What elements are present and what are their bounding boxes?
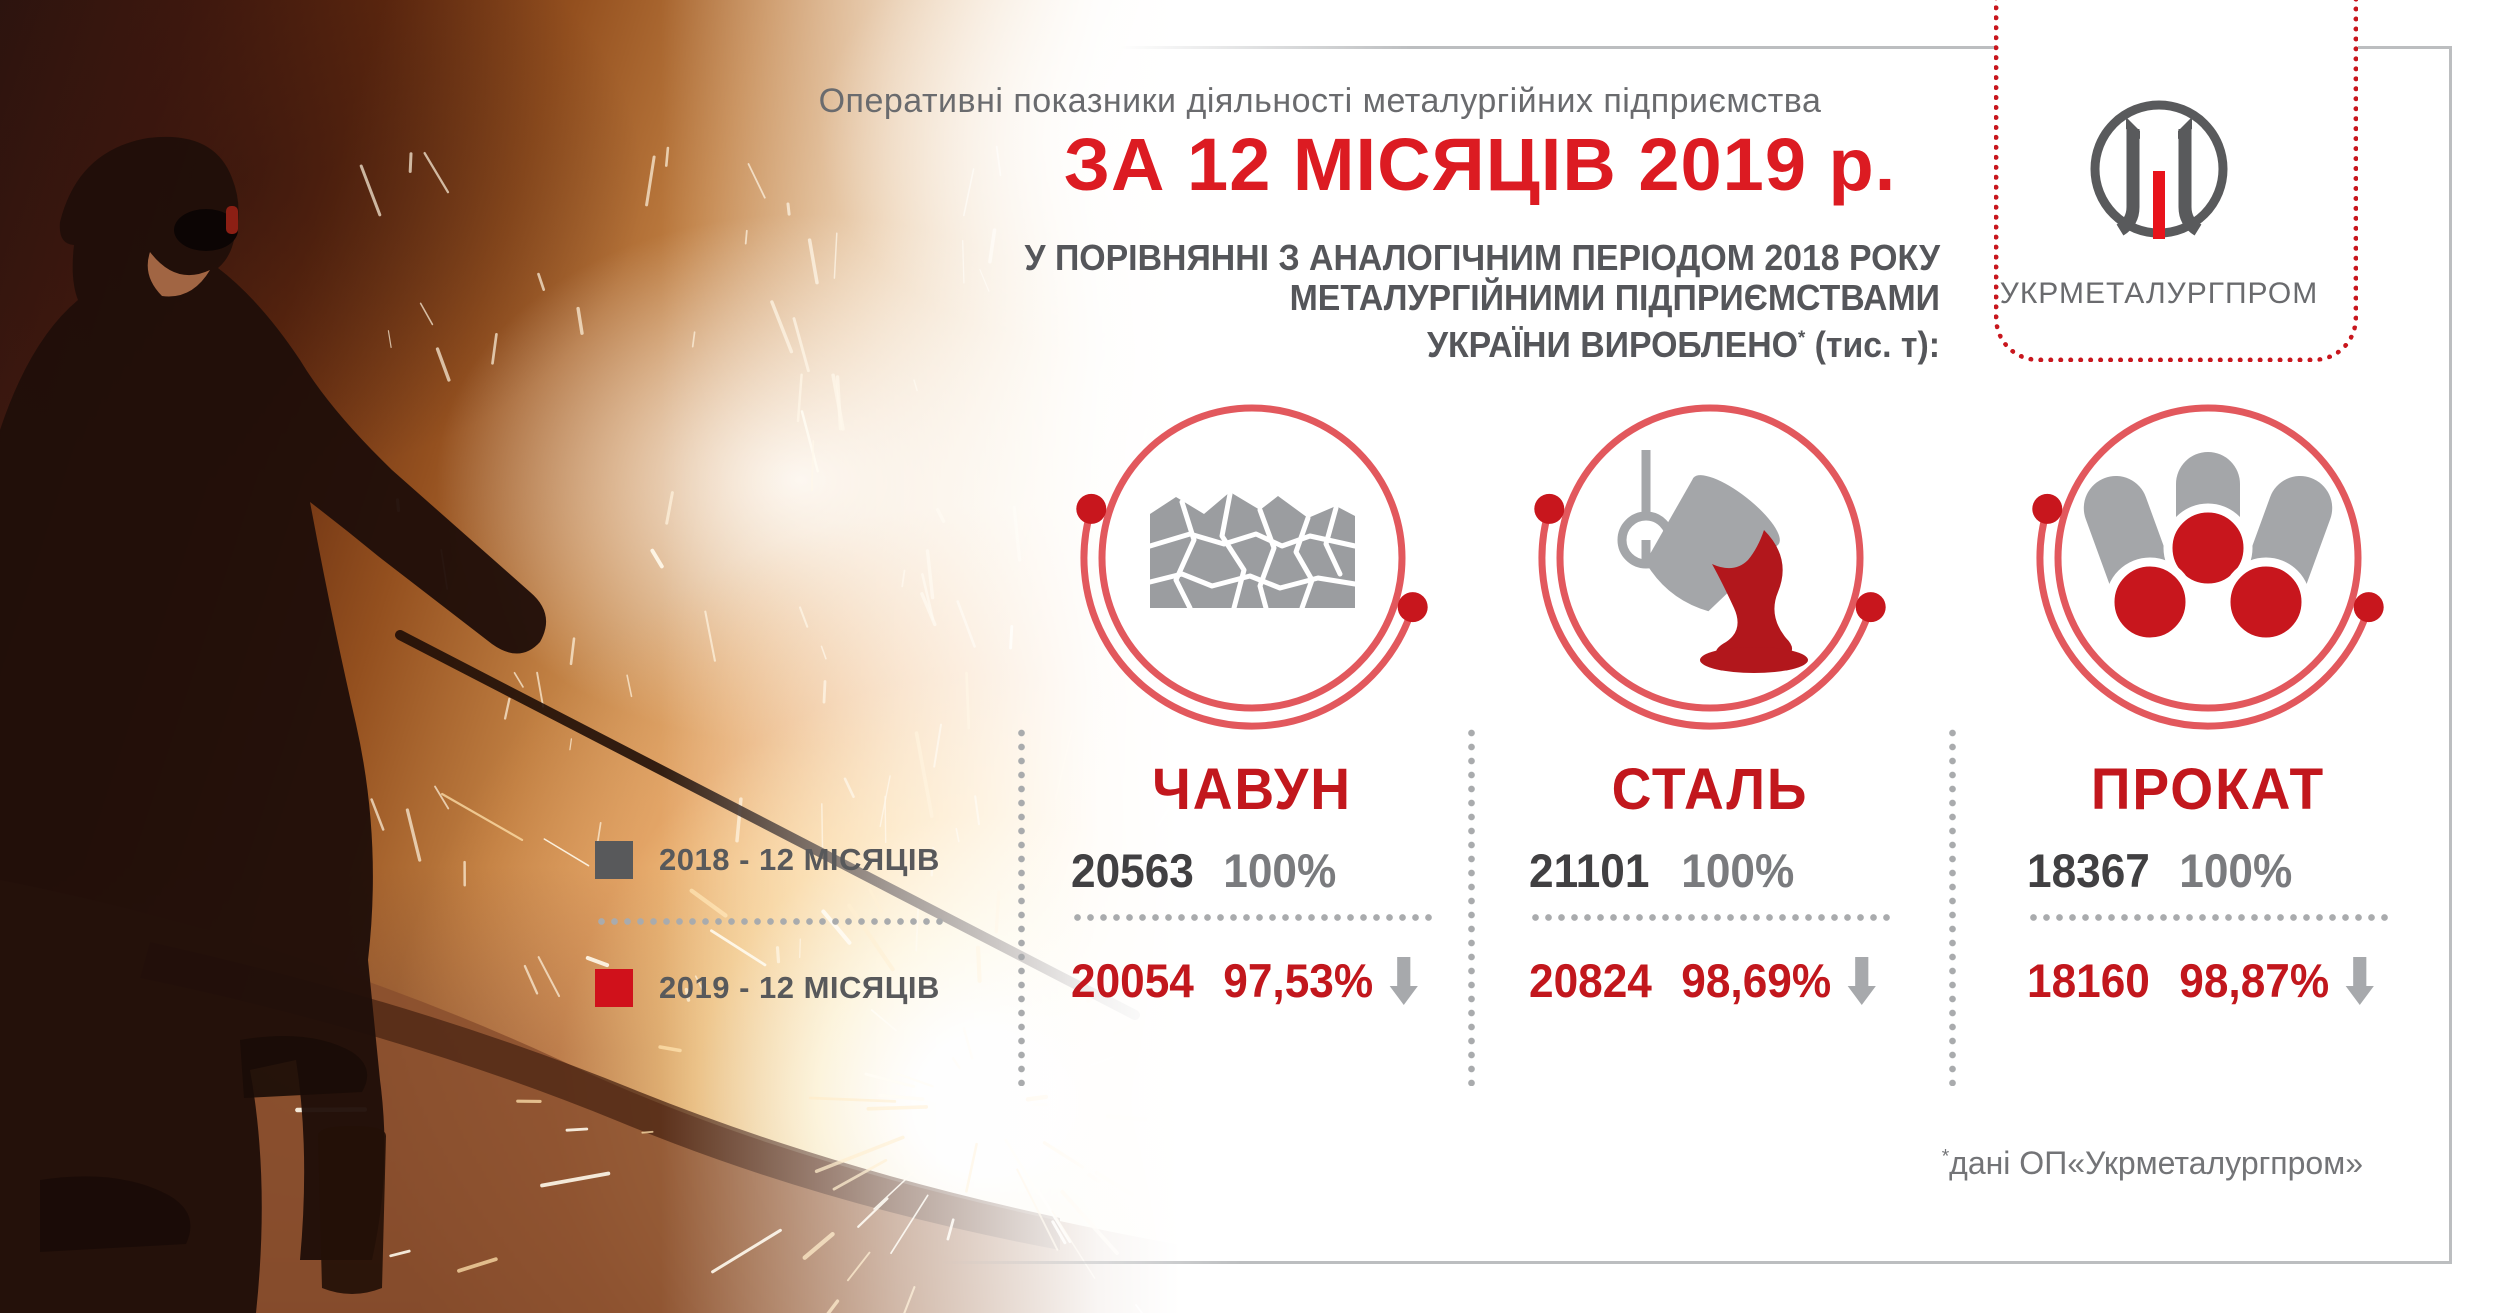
trend-down-arrow-icon xyxy=(2344,956,2376,1005)
legend-swatch-2018 xyxy=(595,841,633,879)
metric-2018-percent: 100% xyxy=(2179,844,2293,897)
units-label: (тис. т): xyxy=(1805,324,1940,365)
metric-title: ЧАВУН xyxy=(1152,757,1352,822)
comparison-text: У ПОРІВНЯННІ З АНАЛОГІЧНИМ ПЕРІОДОМ 2018… xyxy=(1000,238,1940,365)
source-footnote: *дані ОП«Укрметалургпром» xyxy=(1942,1145,2363,1182)
metric-title: ПРОКАТ xyxy=(2090,757,2326,822)
column-separator xyxy=(1018,726,1025,1086)
metric-2019-percent: 97,53% xyxy=(1223,954,1374,1007)
metric-2019-value: 20824 xyxy=(1529,954,1652,1007)
metric-2019-percent: 98,69% xyxy=(1681,954,1832,1007)
page-title: ЗА 12 МІСЯЦІВ 2019 р. xyxy=(1063,123,1897,206)
legend-separator xyxy=(595,918,947,925)
metric-2018-row: 21101 100% xyxy=(1529,843,1869,898)
rolled-pipes-icon xyxy=(2032,404,2384,730)
metric-2019-row: 20824 98,69% xyxy=(1529,953,1877,1008)
legend-item-2019: 2019 - 12 МІСЯЦІВ xyxy=(595,969,940,1007)
metric-2019-row: 20054 97,53% xyxy=(1071,953,1419,1008)
footnote-asterisk: * xyxy=(1941,1146,1950,1168)
photo-white-fade xyxy=(0,0,1180,1313)
metric-separator xyxy=(2027,914,2389,921)
footnote-text: дані ОП«Укрметалургпром» xyxy=(1949,1145,2363,1181)
legend-label-2019: 2019 - 12 МІСЯЦІВ xyxy=(659,970,940,1005)
frame-line-right xyxy=(2449,46,2452,1264)
metric-2018-percent: 100% xyxy=(1681,844,1795,897)
metric-2019-value: 18160 xyxy=(2027,954,2150,1007)
steelworker-photo xyxy=(0,0,1180,1313)
ukrmetalurgprom-logo-card: УКРМЕТАЛУРГПРОМ xyxy=(1994,0,2358,362)
legend-item-2018: 2018 - 12 МІСЯЦІВ xyxy=(595,841,940,879)
comparison-line-3: УКРАЇНИ ВИРОБЛЕНО* (тис. т): xyxy=(1426,324,1940,365)
frame-line-bottom xyxy=(940,1261,2452,1264)
trend-down-arrow-icon xyxy=(1846,956,1878,1005)
legend-swatch-2019 xyxy=(595,969,633,1007)
metric-2018-value: 21101 xyxy=(1529,844,1650,897)
comparison-line-1: У ПОРІВНЯННІ З АНАЛОГІЧНИМ ПЕРІОДОМ 2018… xyxy=(1024,237,1940,278)
logo-wordmark: УКРМЕТАЛУРГПРОМ xyxy=(1999,277,2319,310)
metric-2018-value: 18367 xyxy=(2027,844,2150,897)
metric-2018-percent: 100% xyxy=(1223,844,1337,897)
metric-title: СТАЛЬ xyxy=(1611,757,1809,822)
metric-separator xyxy=(1529,914,1891,921)
metric-separator xyxy=(1071,914,1433,921)
metric-2019-row: 18160 98,87% xyxy=(2027,953,2375,1008)
frame-line-top xyxy=(1120,46,2452,49)
column-separator xyxy=(1468,726,1475,1086)
metric-2018-value: 20563 xyxy=(1071,844,1194,897)
metric-2019-percent: 98,87% xyxy=(2179,954,2330,1007)
page-subtitle: Оперативні показники діяльності металург… xyxy=(818,82,1822,120)
metric-2019-value: 20054 xyxy=(1071,954,1194,1007)
comparison-line-2: МЕТАЛУРГІЙНИМИ ПІДПРИЄМСТВАМИ xyxy=(1289,277,1940,318)
ukrmetalurgprom-logo-icon xyxy=(2090,100,2228,239)
column-separator xyxy=(1949,726,1956,1086)
metric-2018-row: 20563 100% xyxy=(1071,843,1411,898)
metric-2018-row: 18367 100% xyxy=(2027,843,2367,898)
pig-iron-icon xyxy=(1076,404,1428,730)
footnote-asterisk: * xyxy=(1797,327,1806,349)
legend-label-2018: 2018 - 12 МІСЯЦІВ xyxy=(659,842,940,877)
trend-down-arrow-icon xyxy=(1388,956,1420,1005)
steel-ladle-icon xyxy=(1534,404,1886,730)
